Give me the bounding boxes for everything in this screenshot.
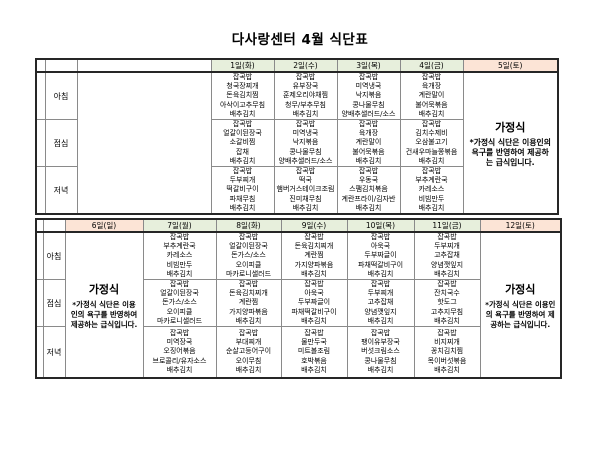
day-header: 8일(화) [215, 218, 282, 234]
week1-header-row: 1일(화) 2일(수) 3일(목) 4일(금) 5일(토) [35, 58, 559, 73]
menu-cell: 잡곡밥 미역장국 오징어볶음 브로콜리/유자소스 배추김치 [142, 326, 217, 379]
meal-label: 저녁 [42, 326, 66, 379]
homestyle-heading: 가정식 [88, 282, 120, 296]
day-header: 5일(토) [462, 58, 559, 73]
menu-cell: 잡곡밥 부추계란국 카레소스 비빔만두 배추김치 [399, 166, 464, 215]
homestyle-heading: 가정식 [495, 120, 526, 134]
spacer-cell [42, 218, 66, 234]
spacer-cell [35, 231, 44, 281]
menu-cell: 잡곡밥 김치수제비 오삼불고기 건새우마늘쫑볶음 배추김치 [399, 119, 464, 168]
menu-cell: 잡곡밥 떡국 햄버거스테이크조림 진미채무침 배추김치 [273, 166, 338, 215]
homestyle-heading: 가정식 [505, 282, 536, 296]
menu-cell: 잡곡밥 팽이유부장국 버섯크림소스 콩나물무침 배추김치 [346, 326, 415, 379]
meal-label: 아침 [42, 231, 66, 281]
spacer-cell [35, 58, 46, 73]
day-header: 4일(금) [399, 58, 464, 73]
week1-dinner-row: 저녁 잡곡밥 두부찌개 떡갈비구이 파채무침 배추김치 잡곡밥 떡국 햄버거스테… [35, 166, 558, 215]
meal-label: 저녁 [44, 166, 78, 215]
spacer-cell [76, 58, 212, 73]
menu-cell: 잡곡밥 부대찌개 순살고등어구이 오이무침 배추김치 [215, 326, 282, 379]
menu-cell: 잡곡밥 물만두국 미트볼조림 호박볶음 배추김치 [280, 326, 348, 379]
menu-cell: 잡곡밥 잔치국수 핫도그 고추지무침 배추김치 [413, 279, 481, 328]
menu-cell: 잡곡밥 육개장 계란말이 불어묵볶음 배추김치 [399, 71, 464, 121]
menu-cell: 잡곡밥 아욱국 두부짜글이 파채떡갈비구이 배추김치 [280, 279, 348, 328]
day-header: 1일(화) [210, 58, 275, 73]
spacer-cell [76, 71, 212, 215]
homestyle-note: *가정식 식단은 이용인의 욕구를 반영하여 제공하는 급식입니다. [70, 299, 138, 329]
meal-label: 점심 [42, 279, 66, 328]
week2-header-row: 6일(일) 7일(월) 8일(화) 9일(수) 10일(목) 11일(금) 12… [35, 218, 562, 234]
homestyle-note: *가정식 식단은 이용인의 욕구를 반영하여 제공하는 급식입니다. [485, 299, 556, 329]
page-title: 다사랑센터 4월 식단표 [231, 32, 369, 48]
menu-cell: 잡곡밥 유부장국 훈제오리야채찜 청무/부추무침 배추김치 [273, 71, 338, 121]
week2-dinner-row: 저녁 잡곡밥 미역장국 오징어볶음 브로콜리/유자소스 배추김치 잡곡밥 부대찌… [35, 326, 561, 379]
spacer-cell [35, 119, 46, 168]
menu-cell: 잡곡밥 육개장 계란말이 불어묵볶음 배추김치 [336, 119, 401, 168]
menu-cell: 잡곡밥 비지찌개 꽁치김치찜 목이버섯볶음 배추김치 [413, 326, 481, 379]
menu-cell: 잡곡밥 미역냉국 낙지볶음 콩나물무침 양배추샐러드/소스 [273, 119, 338, 168]
week2-lunch-row: 점심 잡곡밥 얼갈이된장국 돈가스/소스 오이피클 마카로니샐러드 잡곡밥 돈육… [35, 279, 561, 328]
menu-cell: 잡곡밥 돈육김치찌개 계란찜 가지양파볶음 배추김치 [215, 279, 282, 328]
spacer-cell [44, 58, 78, 73]
spacer-cell [35, 71, 46, 121]
menu-cell: 잡곡밥 아욱국 두부짜글이 파채떡갈비구이 배추김치 [346, 231, 415, 281]
homestyle-cell: 가정식 *가정식 식단은 이용인의 욕구를 반영하여 제공하는 급식입니다. [64, 231, 144, 379]
day-header: 3일(목) [336, 58, 401, 73]
menu-cell: 잡곡밥 얼갈이된장국 돈가스/소스 오이피클 마카로니샐러드 [215, 231, 282, 281]
spacer-cell [35, 218, 44, 234]
week2-table: 6일(일) 7일(월) 8일(화) 9일(수) 10일(목) 11일(금) 12… [35, 218, 562, 380]
day-header: 6일(일) [64, 218, 144, 234]
menu-cell: 잡곡밥 청국장찌개 돈육김치찜 아삭이고추무침 배추김치 [210, 71, 275, 121]
week1-breakfast-row: 아침 잡곡밥 청국장찌개 돈육김치찜 아삭이고추무침 배추김치 잡곡밥 유부장국… [35, 71, 559, 215]
menu-cell: 잡곡밥 우동국 스팸김치볶음 계란프라이/김자반 배추김치 [336, 166, 401, 215]
day-header: 11일(금) [413, 218, 481, 234]
menu-cell: 잡곡밥 두부찌개 고추잡채 양념깻잎지 배추김치 [346, 279, 415, 328]
week1-table: 1일(화) 2일(수) 3일(목) 4일(금) 5일(토) 아침 잡곡밥 청국장… [35, 58, 559, 216]
menu-cell: 잡곡밥 돈육김치찌개 계란찜 가지양파볶음 배추김치 [280, 231, 348, 281]
homestyle-note: *가정식 식단은 이용인의 욕구를 반영하여 제공하는 급식입니다. [469, 137, 551, 167]
day-header: 12일(토) [479, 218, 562, 234]
menu-cell: 잡곡밥 얼갈이된장국 돈가스/소스 오이피클 마카로니샐러드 [142, 279, 217, 328]
menu-cell: 잡곡밥 두부찌개 떡갈비구이 파채무침 배추김치 [210, 166, 275, 215]
meal-label: 아침 [44, 71, 78, 121]
homestyle-cell: 가정식 *가정식 식단은 이용인의 욕구를 반영하여 제공하는 급식입니다. [462, 71, 559, 215]
week1-lunch-row: 점심 잡곡밥 얼갈이된장국 소갈비찜 잡채 배추김치 잡곡밥 미역냉국 낙지볶음… [35, 119, 558, 168]
menu-cell: 잡곡밥 미역냉국 낙지볶음 콩나물무침 양배추샐러드/소스 [336, 71, 401, 121]
meal-label: 점심 [44, 119, 78, 168]
day-header: 9일(수) [280, 218, 348, 234]
day-header: 2일(수) [273, 58, 338, 73]
homestyle-cell: 가정식 *가정식 식단은 이용인의 욕구를 반영하여 제공하는 급식입니다. [479, 231, 562, 379]
week2-breakfast-row: 아침 가정식 *가정식 식단은 이용인의 욕구를 반영하여 제공하는 급식입니다… [35, 231, 562, 379]
spacer-cell [35, 279, 44, 328]
menu-cell: 잡곡밥 얼갈이된장국 소갈비찜 잡채 배추김치 [210, 119, 275, 168]
spacer-cell [35, 166, 46, 215]
menu-cell: 잡곡밥 부추계란국 카레소스 비빔만두 배추김치 [142, 231, 217, 281]
menu-cell: 잡곡밥 두부찌개 고추잡채 양념깻잎지 배추김치 [413, 231, 481, 281]
day-header: 10일(목) [346, 218, 415, 234]
spacer-cell [35, 326, 44, 379]
day-header: 7일(월) [142, 218, 217, 234]
